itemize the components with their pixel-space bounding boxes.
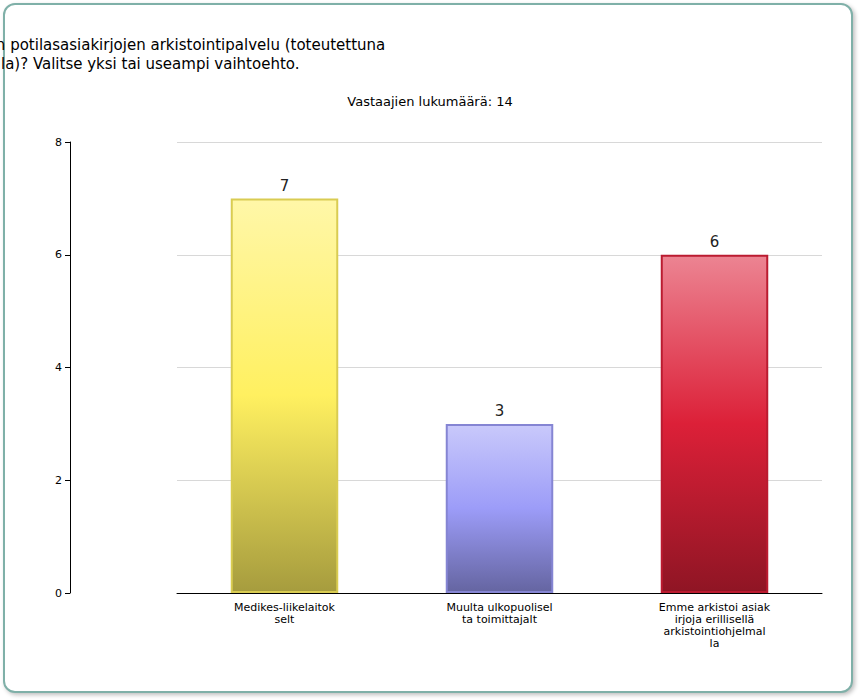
svg-text:Emme arkistoi asiak: Emme arkistoi asiak [658,600,771,614]
svg-text:la: la [710,637,720,650]
svg-text:Medikes-liikelaitok: Medikes-liikelaitok [234,600,335,614]
svg-text:2: 2 [55,474,62,487]
svg-text:0: 0 [55,587,62,600]
svg-text:irjoja erillisellä: irjoja erillisellä [674,612,755,626]
svg-text:selt: selt [275,613,296,626]
svg-text:3: 3 [495,402,505,420]
svg-text:6: 6 [710,233,720,251]
svg-text:Onko teillä halukkuutta ostaa: Onko teillä halukkuutta ostaa sähköisten… [0,36,390,54]
svg-text:erillisellä arkistointiohjelma: erillisellä arkistointiohjelmalla)? Vali… [0,55,299,73]
svg-text:4: 4 [55,361,62,374]
svg-text:ta toimittajalt: ta toimittajalt [462,613,538,626]
svg-text:arkistointiohjelmal: arkistointiohjelmal [663,624,766,638]
svg-text:7: 7 [280,177,290,195]
svg-text:6: 6 [55,248,62,261]
svg-text:8: 8 [55,136,62,149]
svg-text:Muulta ulkopuolisel: Muulta ulkopuolisel [446,600,553,614]
svg-text:Vastaajien lukumäärä: 14: Vastaajien lukumäärä: 14 [347,94,512,109]
